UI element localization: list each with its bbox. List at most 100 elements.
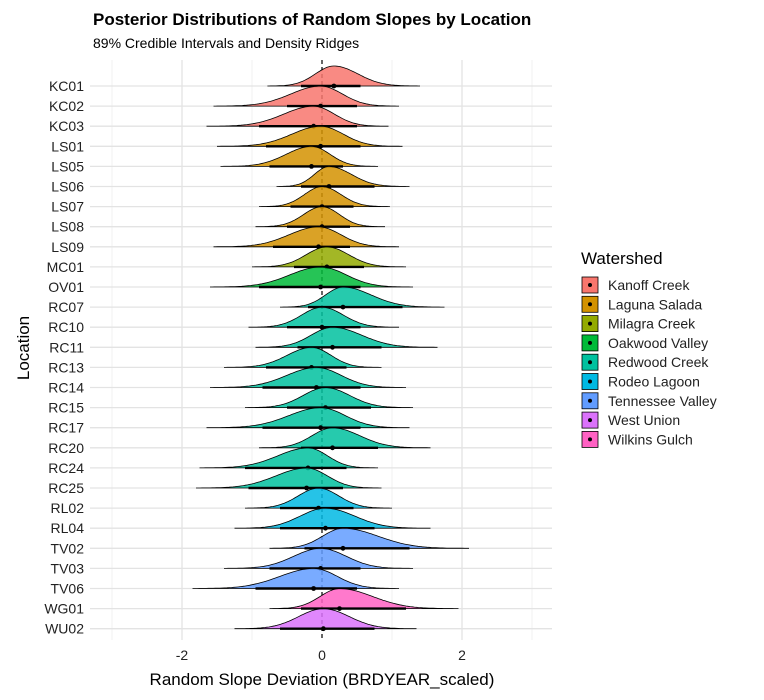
ridge-RC14 [210,367,406,390]
density-ridge [269,588,459,609]
y-tick-label: KC03 [49,118,84,134]
ridge-RC13 [224,346,382,370]
median-point [331,83,337,89]
median-point [337,606,342,611]
ridge-RL02 [245,487,392,511]
y-tick-label: MC01 [47,259,85,275]
density-ridge [248,306,399,328]
density-ridge [213,226,399,248]
legend-swatch-dot [588,379,592,384]
y-axis-ticks: KC01 KC02 KC03 LS01 LS05 LS06 LS07 LS08 LS09 MC01… [44,78,84,637]
legend-label: Redwood Creek [608,354,709,370]
legend-swatch-dot [588,302,592,307]
y-axis-label: Location [14,316,33,380]
median-point [318,143,323,149]
x-tick-label: 0 [318,647,326,663]
ridge-LS09 [213,226,399,250]
legend-swatch-dot [588,340,592,345]
ridge-RC20 [259,427,431,451]
y-tick-label: RC25 [48,480,84,496]
density-ridge [220,146,378,167]
median-point [319,324,325,330]
y-tick-label: LS06 [51,179,84,195]
median-point [323,525,328,531]
density-ridge [196,467,382,489]
y-tick-label: LS01 [51,138,84,154]
density-ridge [217,125,403,147]
y-tick-label: KC02 [49,98,84,114]
ridge-RC07 [280,286,445,310]
density-ridge [245,487,392,509]
y-tick-label: LS08 [51,219,84,235]
density-ridge [267,65,420,87]
legend-label: Laguna Salada [608,296,702,312]
median-point [304,485,309,491]
ridge-LS05 [220,146,378,169]
median-point [330,344,335,350]
y-tick-label: RC15 [48,400,84,416]
ridge-LS07 [259,186,390,210]
ridge-RC11 [255,326,438,350]
y-tick-label: WG01 [44,601,84,617]
chart-title: Posterior Distributions of Random Slopes… [93,10,531,29]
legend-swatch-dot [588,321,592,326]
median-point [318,425,323,431]
density-ridge [206,105,389,127]
legend-item: Wilkins Gulch [581,430,693,448]
ridges [192,65,469,632]
legend-item: West Union [581,411,680,429]
density-ridge [280,286,445,308]
legend-title: Watershed [581,249,663,268]
density-ridge [259,186,390,207]
y-tick-label: OV01 [48,279,84,295]
density-ridge [252,246,406,268]
legend-item: Tennessee Valley [581,392,717,410]
legend-label: Milagra Creek [608,316,696,332]
legend-label: Rodeo Lagoon [608,374,700,390]
x-axis-ticks: -2 0 2 [176,647,466,663]
density-ridge [199,447,378,469]
legend-label: Kanoff Creek [608,277,690,293]
density-ridge [224,346,382,368]
y-tick-label: RC07 [48,299,84,315]
ridge-RL04 [234,507,431,531]
legend-item: Laguna Salada [581,295,702,313]
density-ridge [213,85,399,107]
x-tick-label: 2 [458,647,466,663]
ridge-KC01 [267,65,420,89]
legend-item: Redwood Creek [581,353,709,371]
density-ridge [255,206,385,228]
legend-label: Tennessee Valley [608,393,717,409]
y-tick-label: TV03 [51,560,85,576]
legend-swatch-dot [588,398,592,403]
y-tick-label: RC17 [48,420,84,436]
legend-swatch-dot [588,418,592,423]
legend-swatch-dot [588,283,592,287]
y-tick-label: RC10 [48,319,84,335]
x-axis-label: Random Slope Deviation (BRDYEAR_scaled) [150,670,495,689]
y-tick-label: RC24 [48,460,84,476]
density-ridge [259,427,431,449]
ridge-TV02 [269,527,469,551]
y-tick-label: RL02 [51,500,85,516]
legend-label: Oakwood Valley [608,335,708,351]
median-point [330,445,335,451]
ridge-WG01 [269,588,459,611]
legend-item: Kanoff Creek [581,276,690,294]
density-ridge [206,407,410,429]
x-tick-label: -2 [176,647,189,663]
ridge-KC03 [206,105,389,129]
y-tick-label: RC13 [48,359,84,375]
legend-label: West Union [608,412,680,428]
legend-item: Oakwood Valley [581,334,708,352]
ridge-LS08 [255,206,385,230]
y-tick-label: RC20 [48,440,84,456]
ridge-RC25 [196,467,382,491]
ridge-RC24 [199,447,378,471]
y-tick-label: TV02 [51,540,85,556]
ridge-WU02 [234,608,417,632]
density-ridge [234,608,417,630]
median-point [318,284,323,290]
legend-swatch-dot [588,437,592,442]
